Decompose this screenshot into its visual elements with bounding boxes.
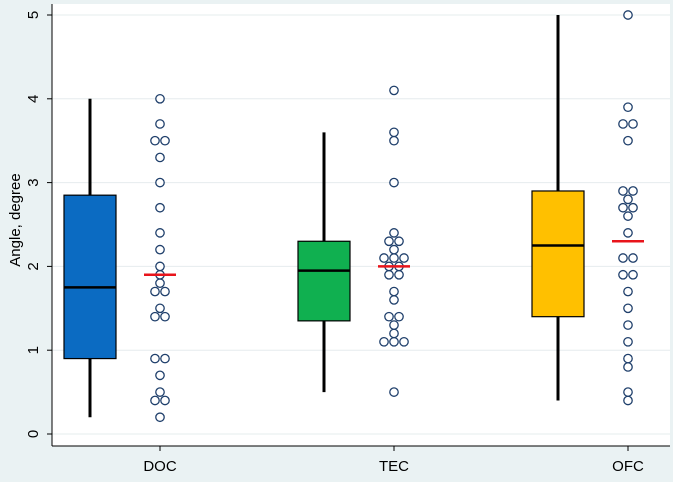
data-point xyxy=(150,353,160,364)
data-point xyxy=(155,93,165,104)
data-point xyxy=(389,127,399,138)
data-point xyxy=(389,328,399,339)
series-ofc xyxy=(531,10,644,406)
data-point xyxy=(618,269,628,280)
y-tick-label: 5 xyxy=(25,11,42,19)
data-point xyxy=(379,253,389,263)
data-point xyxy=(389,135,399,146)
data-point xyxy=(160,135,170,146)
data-point xyxy=(628,186,638,196)
data-point xyxy=(389,228,399,238)
data-point xyxy=(155,261,165,272)
data-point xyxy=(399,253,409,263)
series xyxy=(63,10,644,423)
data-point xyxy=(155,278,165,289)
data-point xyxy=(623,362,633,372)
y-tick-label: 2 xyxy=(25,262,42,270)
data-point xyxy=(623,102,633,113)
data-point xyxy=(384,236,394,247)
data-point xyxy=(623,387,633,397)
data-point xyxy=(155,412,165,423)
y-tick-label: 4 xyxy=(25,95,42,103)
y-tick-label: 0 xyxy=(25,430,42,438)
data-point xyxy=(389,295,399,305)
data-point xyxy=(618,253,628,263)
data-point xyxy=(155,177,165,188)
series-doc xyxy=(63,93,176,423)
data-point xyxy=(389,320,399,330)
data-point xyxy=(628,253,638,263)
data-point xyxy=(394,269,404,280)
data-point xyxy=(623,320,633,330)
data-point xyxy=(389,244,399,255)
data-point xyxy=(150,286,160,297)
data-point xyxy=(628,119,638,129)
data-point xyxy=(389,387,399,397)
data-point xyxy=(623,353,633,364)
x-tick-label: DOC xyxy=(143,458,177,475)
data-point xyxy=(389,286,399,297)
grid-lines xyxy=(52,14,670,435)
data-point xyxy=(623,395,633,406)
data-point xyxy=(155,152,165,163)
data-point xyxy=(155,202,165,213)
axes xyxy=(51,4,670,447)
data-point xyxy=(623,194,633,205)
data-point xyxy=(160,353,170,364)
box-iqr xyxy=(297,240,351,322)
data-point xyxy=(384,269,394,280)
data-point xyxy=(150,135,160,146)
data-point xyxy=(623,286,633,297)
data-point xyxy=(155,387,165,397)
box-iqr xyxy=(531,190,585,318)
x-ticks: DOC TEC OFC xyxy=(143,446,644,475)
data-point xyxy=(389,253,399,263)
data-point xyxy=(618,186,628,196)
data-point xyxy=(155,370,165,381)
series-tec xyxy=(297,85,410,397)
data-point xyxy=(160,286,170,297)
data-point xyxy=(150,395,160,406)
data-point xyxy=(394,311,404,322)
box-iqr xyxy=(63,194,117,360)
data-point xyxy=(389,85,399,96)
y-ticks: 0 1 2 3 4 5 xyxy=(25,11,52,438)
data-point xyxy=(628,202,638,213)
y-axis-label: Angle, degree xyxy=(7,173,24,266)
data-point xyxy=(389,336,399,347)
data-point xyxy=(618,119,628,129)
y-tick-label: 3 xyxy=(25,178,42,186)
data-point xyxy=(623,228,633,238)
data-point xyxy=(379,336,389,347)
data-point xyxy=(623,303,633,314)
data-point xyxy=(394,236,404,247)
data-point xyxy=(623,10,633,20)
x-tick-label: OFC xyxy=(612,458,644,475)
data-point xyxy=(628,269,638,280)
data-point xyxy=(618,202,628,213)
data-point xyxy=(155,119,165,129)
data-point xyxy=(160,395,170,406)
data-point xyxy=(155,303,165,314)
data-point xyxy=(155,228,165,238)
y-tick-label: 1 xyxy=(25,346,42,354)
data-point xyxy=(389,177,399,188)
data-point xyxy=(384,311,394,322)
data-point xyxy=(155,244,165,255)
data-point xyxy=(623,336,633,347)
data-point xyxy=(623,211,633,221)
data-point xyxy=(399,336,409,347)
x-tick-label: TEC xyxy=(379,458,409,475)
data-point xyxy=(150,311,160,322)
data-point xyxy=(623,135,633,146)
data-point xyxy=(160,311,170,322)
